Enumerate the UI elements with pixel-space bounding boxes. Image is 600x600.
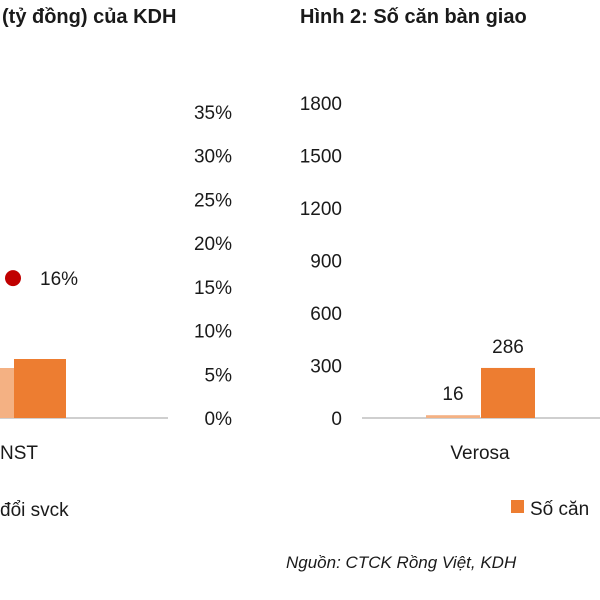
bar-nst-secondary	[0, 368, 14, 418]
legend-label-growth: đổi svck	[0, 500, 69, 521]
bar-verosa-series-2	[481, 367, 535, 418]
legend-label: Số căn	[530, 499, 589, 520]
legend-swatch	[511, 500, 524, 513]
y2-tick-label: 5%	[205, 365, 233, 386]
y-tick-label: 900	[310, 252, 342, 273]
data-label: 286	[492, 337, 524, 358]
y2-tick-label: 0%	[205, 409, 233, 430]
y-tick-label: 1500	[300, 147, 342, 168]
y2-tick-label: 20%	[194, 234, 232, 255]
y-tick-label: 600	[310, 304, 342, 325]
growth-marker-nst	[5, 270, 21, 287]
y2-tick-label: 25%	[194, 190, 232, 211]
growth-data-label: 16%	[40, 269, 78, 290]
bar-nst-primary	[14, 359, 66, 418]
x-tick-label: NST	[0, 443, 38, 464]
y2-tick-label: 30%	[194, 147, 232, 168]
source-note: Nguồn: CTCK Rồng Việt, KDH	[286, 553, 517, 572]
y-tick-label: 1800	[300, 94, 342, 115]
y-tick-label: 300	[310, 357, 342, 378]
y2-tick-label: 35%	[194, 103, 232, 124]
y-tick-label: 1200	[300, 199, 342, 220]
y-tick-label: 0	[331, 409, 342, 430]
y2-tick-label: 15%	[194, 278, 232, 299]
right-chart-title: Hình 2: Số căn bàn giao	[300, 6, 527, 28]
x-tick-label: Verosa	[450, 443, 510, 464]
bar-verosa-series-1	[426, 415, 480, 418]
left-chart-title: (tỷ đồng) của KDH	[2, 6, 177, 28]
data-label: 16	[442, 384, 463, 405]
y2-tick-label: 10%	[194, 322, 232, 343]
